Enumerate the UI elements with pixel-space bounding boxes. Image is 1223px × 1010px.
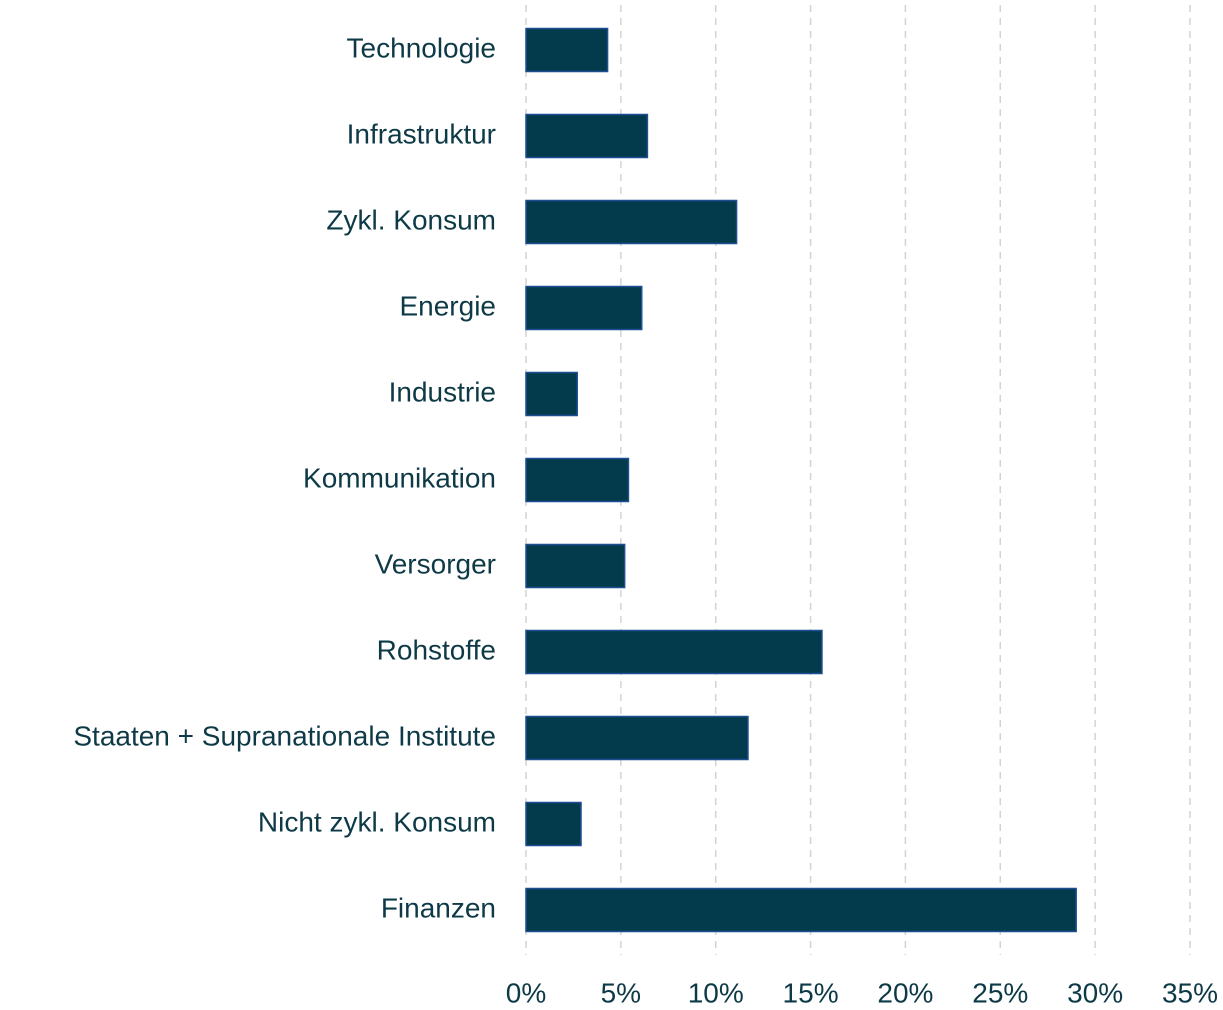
bar — [525, 113, 649, 159]
y-tick-label: Rohstoffe — [377, 634, 496, 665]
bar — [525, 543, 626, 589]
x-tick-label: 25% — [972, 977, 1028, 1008]
bar — [525, 887, 1077, 933]
bar — [525, 715, 749, 761]
x-tick-label: 35% — [1162, 977, 1218, 1008]
x-tick-label: 0% — [506, 977, 546, 1008]
y-tick-label: Kommunikation — [303, 462, 496, 493]
bar — [525, 801, 582, 847]
x-tick-label: 30% — [1067, 977, 1123, 1008]
y-tick-label: Energie — [399, 290, 496, 321]
y-tick-label: Zykl. Konsum — [326, 204, 496, 235]
x-tick-label: 5% — [601, 977, 641, 1008]
bar — [525, 371, 578, 417]
y-tick-label: Staaten + Supranationale Institute — [73, 720, 496, 751]
bar — [525, 457, 630, 503]
bar — [525, 285, 643, 331]
y-tick-label: Infrastruktur — [347, 118, 496, 149]
bar — [525, 629, 823, 675]
x-tick-label: 15% — [783, 977, 839, 1008]
bar — [525, 199, 738, 245]
y-tick-label: Industrie — [389, 376, 496, 407]
x-tick-label: 20% — [877, 977, 933, 1008]
y-tick-label: Nicht zykl. Konsum — [258, 806, 496, 837]
y-tick-label: Technologie — [347, 32, 496, 63]
x-tick-label: 10% — [688, 977, 744, 1008]
bar — [525, 27, 609, 73]
y-tick-label: Finanzen — [381, 892, 496, 923]
y-tick-label: Versorger — [375, 548, 496, 579]
